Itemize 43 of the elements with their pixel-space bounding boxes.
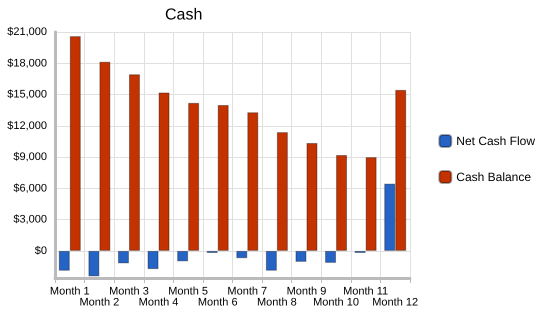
bar bbox=[118, 250, 129, 264]
bar bbox=[99, 62, 110, 251]
x-tick-label: Month 12 bbox=[372, 296, 418, 308]
bar bbox=[266, 250, 277, 271]
bar bbox=[148, 250, 159, 270]
legend-label: Cash Balance bbox=[456, 170, 532, 184]
y-tick-label: $12,000 bbox=[7, 120, 47, 132]
y-tick-label: $15,000 bbox=[7, 88, 47, 101]
y-tick-label: $9,000 bbox=[13, 151, 47, 164]
x-tick-label: Month 9 bbox=[286, 286, 326, 298]
bar bbox=[366, 157, 377, 251]
y-tick-label: $6,000 bbox=[13, 182, 47, 194]
bar bbox=[70, 36, 81, 251]
x-tick-label: Month 7 bbox=[227, 286, 268, 298]
bar bbox=[177, 250, 188, 262]
bar bbox=[158, 92, 170, 251]
bar bbox=[58, 250, 70, 271]
bar bbox=[295, 250, 306, 262]
bar bbox=[276, 132, 288, 251]
x-tick-label: Month 2 bbox=[80, 296, 120, 308]
x-tick-label: Month 6 bbox=[198, 296, 238, 308]
x-tick-label: Month 8 bbox=[257, 296, 297, 308]
x-tick-label: Month 3 bbox=[109, 286, 149, 298]
bar bbox=[188, 102, 200, 251]
chart-title: Cash bbox=[165, 6, 202, 24]
bar bbox=[218, 104, 229, 251]
x-tick-label: Month 11 bbox=[343, 286, 388, 298]
x-tick-label: Month 1 bbox=[50, 286, 90, 298]
bar bbox=[88, 250, 100, 276]
y-tick-label: $18,000 bbox=[7, 57, 47, 70]
bar bbox=[247, 112, 258, 251]
bar bbox=[128, 74, 140, 251]
legend-label: Net Cash Flow bbox=[456, 134, 536, 148]
bar bbox=[236, 250, 248, 258]
y-tick-label: $0 bbox=[34, 244, 47, 257]
x-tick-label: Month 4 bbox=[138, 296, 178, 308]
y-tick-label: $21,000 bbox=[7, 26, 47, 38]
bar bbox=[336, 155, 348, 251]
x-tick-label: Month 5 bbox=[168, 286, 208, 298]
bar bbox=[306, 143, 318, 251]
x-tick-label: Month 10 bbox=[313, 296, 359, 308]
y-tick-label: $3,000 bbox=[13, 214, 47, 226]
bar bbox=[325, 250, 336, 263]
